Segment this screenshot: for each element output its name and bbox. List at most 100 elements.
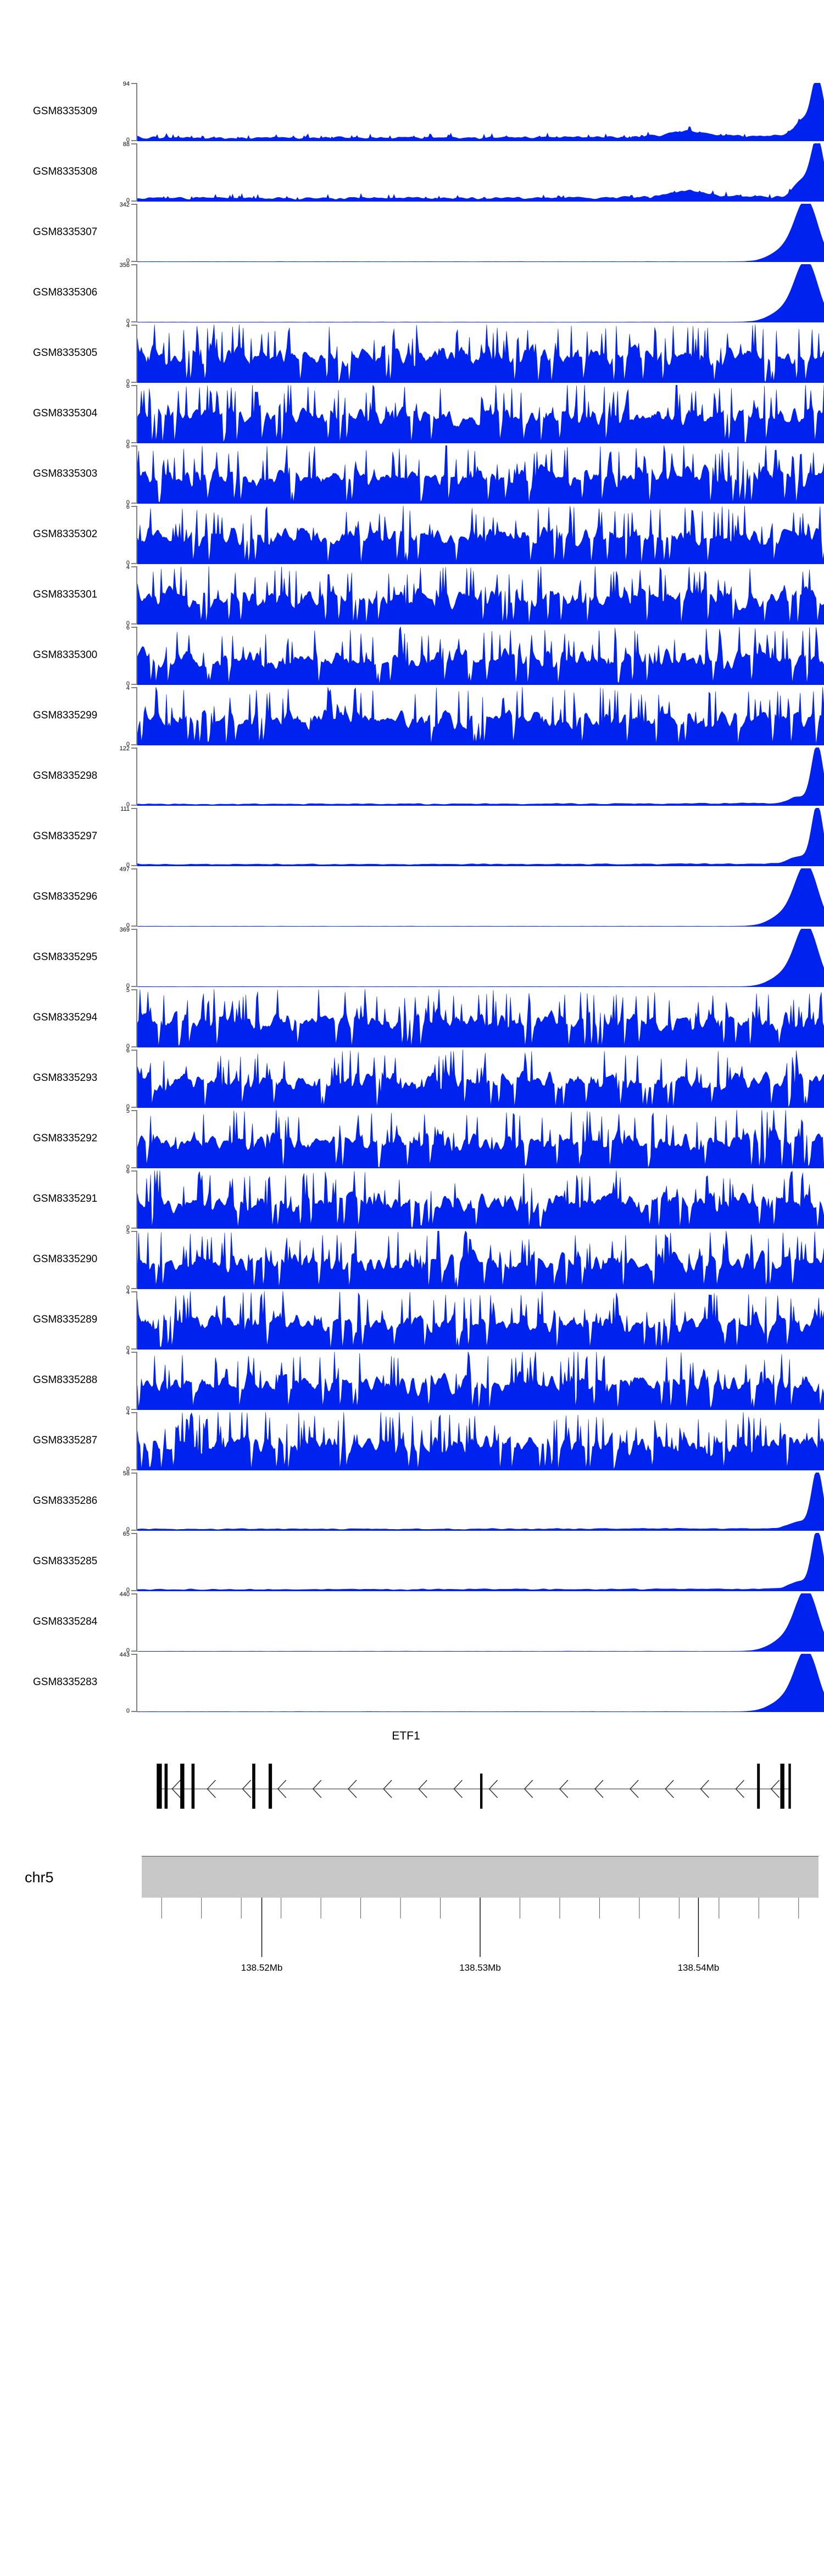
track-plot-area: 111 0 [120, 806, 824, 868]
y-axis-tick-top [131, 264, 136, 265]
y-axis-line [136, 1352, 137, 1410]
chromosome-axis-panel: chr5 138.52Mb 138.53Mb 138.54Mb [0, 1856, 824, 2037]
y-axis-line [136, 1412, 137, 1470]
track-sample-label: GSM8335285 [33, 1555, 98, 1567]
strand-arrow-icon [171, 1780, 181, 1798]
y-axis-line [136, 868, 137, 927]
coverage-track: GSM8335294 5 0 [0, 988, 824, 1050]
y-axis-max-label: 4 [126, 1410, 130, 1417]
y-axis-line [136, 325, 137, 383]
strand-arrow-icon [630, 1780, 639, 1798]
coverage-track: GSM8335305 4 0 [0, 323, 824, 385]
track-sample-label: GSM8335299 [33, 710, 98, 721]
track-plot-area: 443 0 [120, 1652, 824, 1714]
y-axis-line [136, 687, 137, 745]
y-axis-min-label: 0 [126, 197, 130, 204]
gene-exon [157, 1764, 162, 1809]
strand-arrow-icon [242, 1780, 252, 1798]
y-axis-max-label: 6 [126, 625, 130, 631]
y-axis-tick-top [131, 143, 136, 144]
y-axis-tick-bottom [131, 986, 136, 987]
track-plot-area: 440 0 [120, 1592, 824, 1654]
coverage-track: GSM8335292 5 0 [0, 1108, 824, 1170]
y-axis-max-label: 4 [126, 685, 130, 692]
y-axis-max-label: 342 [119, 202, 130, 208]
y-axis-tick-bottom [131, 1348, 136, 1350]
y-axis-max-label: 4 [126, 1289, 130, 1296]
y-axis-min-label: 0 [126, 1285, 130, 1291]
y-axis-max-label: 4 [126, 322, 130, 329]
y-axis-max-label: 6 [126, 443, 130, 450]
track-sample-label: GSM8335293 [33, 1072, 98, 1084]
coverage-track: GSM8335298 122 0 [0, 746, 824, 808]
track-sample-label: GSM8335307 [33, 226, 98, 238]
y-axis-tick-bottom [131, 865, 136, 866]
y-axis-tick-top [131, 1352, 136, 1353]
track-plot-area: 497 0 [120, 867, 824, 929]
strand-arrow-icon [700, 1780, 709, 1798]
coverage-track: GSM8335288 4 0 [0, 1350, 824, 1412]
coverage-track: GSM8335287 4 0 [0, 1410, 824, 1473]
track-sample-label: GSM8335301 [33, 589, 98, 600]
coverage-track: GSM8335306 356 0 [0, 263, 824, 325]
y-axis-max-label: 443 [119, 1652, 130, 1658]
y-axis-line [136, 1110, 137, 1168]
strand-arrow-icon [524, 1780, 533, 1798]
y-axis-tick-top [131, 868, 136, 869]
y-axis-line [136, 566, 137, 625]
strand-arrow-icon [207, 1780, 216, 1798]
y-axis-min-label: 0 [126, 439, 130, 445]
track-sample-label: GSM8335283 [33, 1676, 98, 1688]
coverage-track: GSM8335284 440 0 [0, 1592, 824, 1654]
y-axis-line [136, 1231, 137, 1289]
y-axis-min-label: 0 [126, 378, 130, 385]
y-axis-tick-top [131, 929, 136, 930]
y-axis-tick-bottom [131, 1590, 136, 1591]
y-axis-tick-top [131, 204, 136, 205]
track-sample-label: GSM8335296 [33, 891, 98, 902]
y-axis-min-label: 0 [126, 983, 130, 989]
strand-arrow-icon [594, 1780, 604, 1798]
y-axis-line [136, 385, 137, 443]
track-plot-area: 122 0 [120, 746, 824, 808]
y-axis-max-label: 369 [119, 927, 130, 933]
y-axis-tick-top [131, 506, 136, 507]
gene-exon [780, 1764, 784, 1809]
gene-exon [757, 1764, 760, 1809]
coverage-track: GSM8335283 443 0 [0, 1652, 824, 1714]
y-axis-max-label: 58 [123, 1470, 130, 1477]
y-axis-max-label: 111 [120, 806, 130, 812]
axis-tick-label: 138.54Mb [677, 1962, 720, 1973]
track-sample-label: GSM8335284 [33, 1616, 98, 1627]
y-axis-tick-bottom [131, 442, 136, 443]
coverage-area [137, 989, 824, 1047]
track-plot-area: 342 0 [120, 202, 824, 264]
track-sample-label: GSM8335309 [33, 105, 98, 117]
y-axis-tick-bottom [131, 805, 136, 806]
y-axis-tick-top [131, 748, 136, 749]
y-axis-tick-top [131, 808, 136, 809]
track-plot-area: 65 0 [123, 1531, 824, 1593]
y-axis-tick-top [131, 1170, 136, 1172]
strand-arrow-icon [770, 1780, 780, 1798]
coverage-area [137, 1352, 824, 1410]
track-plot-area: 88 0 [123, 142, 824, 204]
coverage-area [137, 1412, 824, 1470]
coverage-area [137, 808, 824, 866]
y-axis-max-label: 65 [123, 1531, 130, 1537]
y-axis-line [136, 989, 137, 1047]
coverage-area [137, 1473, 824, 1531]
coverage-area [137, 143, 824, 202]
strand-arrow-icon [277, 1780, 287, 1798]
track-sample-label: GSM8335298 [33, 770, 98, 782]
track-sample-label: GSM8335295 [33, 951, 98, 963]
y-axis-tick-bottom [131, 623, 136, 625]
track-sample-label: GSM8335292 [33, 1133, 98, 1144]
